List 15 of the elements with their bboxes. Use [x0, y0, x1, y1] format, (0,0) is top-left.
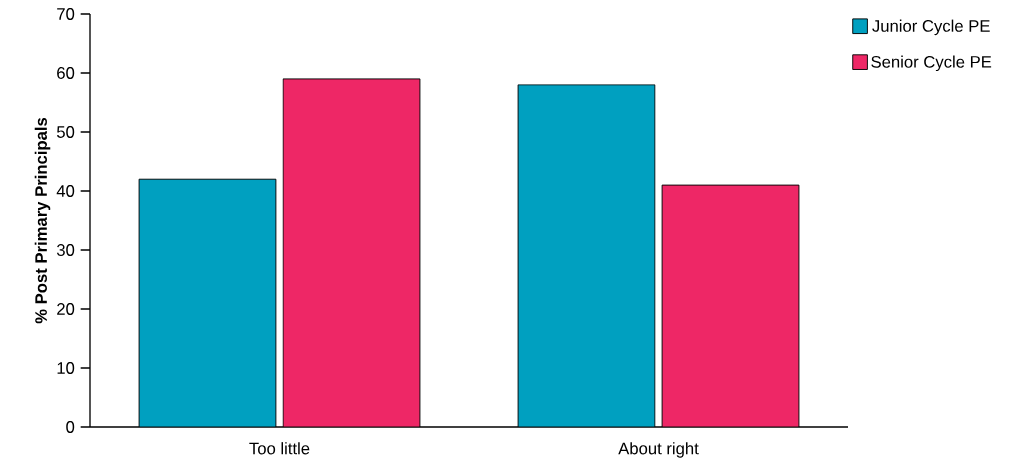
y-tick-label: 30 [56, 244, 75, 256]
legend-label: Senior Cycle PE [871, 55, 992, 72]
y-tick-label: 10 [57, 362, 75, 374]
bar [282, 78, 421, 427]
y-tick-label: 20 [57, 303, 75, 315]
y-tick-label: 40 [56, 185, 75, 197]
y-tick-label: 60 [57, 67, 75, 79]
legend-label: Junior Cycle PE [872, 19, 990, 36]
x-tick-label: About right [618, 442, 699, 458]
y-tick-label: 50 [56, 126, 75, 138]
y-axis-title: % Post Primary Principals [34, 117, 51, 324]
y-tick-label: 70 [57, 8, 75, 20]
x-tick-label: Too little [249, 442, 310, 455]
y-tick-label: 0 [66, 421, 75, 433]
bar [661, 184, 800, 427]
